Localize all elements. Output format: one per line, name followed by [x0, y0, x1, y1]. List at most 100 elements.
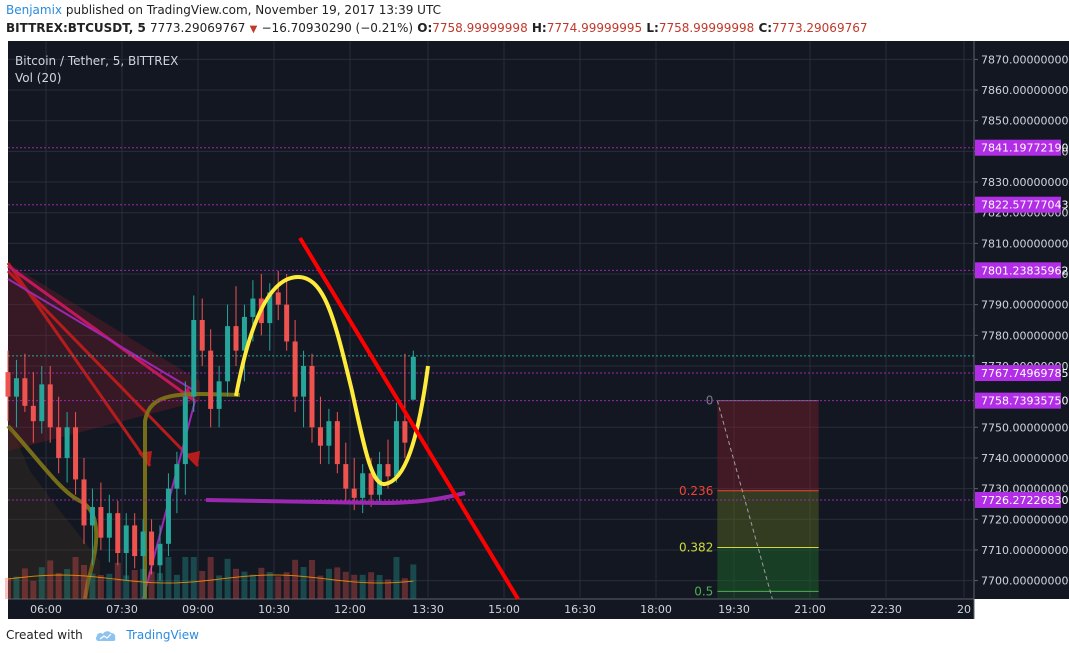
volume-bar [283, 572, 290, 599]
candle-body [132, 525, 138, 557]
volume-bar [165, 557, 172, 599]
close-value: 7773.29069767 [772, 21, 868, 35]
candle-body [182, 396, 188, 465]
candle-body [360, 473, 366, 498]
candle-body [326, 421, 332, 446]
volume-bar [207, 557, 214, 599]
candle-body [385, 464, 391, 477]
volume-bar [64, 569, 71, 599]
candle-body [174, 464, 180, 489]
x-tick-label: 13:30 [412, 603, 444, 616]
volume-bar [376, 575, 383, 599]
candle-body [64, 427, 70, 458]
volume-bar [131, 570, 138, 599]
candle-body [410, 356, 416, 400]
fib-level-label: 0.382 [679, 540, 713, 554]
price-level-value: 7726.27226830 [981, 494, 1068, 507]
plot-background [8, 41, 974, 599]
y-tick-label: 7700.00000000 [981, 575, 1068, 588]
y-tick-label: 7830.00000000 [981, 176, 1068, 189]
footer: Created with TradingView [6, 628, 199, 642]
high-value: 7774.99999995 [546, 21, 643, 35]
candle-body [56, 427, 62, 458]
price-level-value: 7758.73935750 [981, 395, 1068, 408]
x-tick-label: 18:00 [640, 603, 672, 616]
candle-body [39, 384, 45, 422]
candle-body [149, 531, 155, 566]
volume-bar [148, 571, 155, 599]
volume-bar [140, 568, 147, 599]
volume-bar [368, 572, 375, 599]
volume-bar [5, 577, 11, 599]
x-tick-label: 21:00 [794, 603, 826, 616]
candle-body [250, 298, 256, 317]
author-link[interactable]: Benjamix [6, 3, 63, 17]
x-tick-label: 19:30 [718, 603, 750, 616]
price-level-tag [975, 196, 1061, 213]
y-tick-label: 7810.00000000 [981, 237, 1068, 250]
candle-body [241, 316, 247, 351]
candle-body [115, 513, 121, 554]
volume-bar [182, 557, 189, 599]
y-tick-label: 7860.00000000 [981, 84, 1068, 97]
price-level-value: 7822.57777043 [981, 199, 1068, 212]
x-tick-label: 12:00 [334, 603, 366, 616]
time-axis-labels: 06:00 07:30 09:00 10:30 12:00 13:30 15:00 16:30… [30, 603, 971, 616]
x-tick-label: 22:30 [870, 603, 902, 616]
price-level-value: 7767.74969785 [981, 367, 1068, 380]
fib-trend-line [716, 400, 773, 600]
candle-body [334, 421, 340, 465]
time-axis-background[interactable] [8, 599, 974, 619]
fib-zone-0236-0382 [717, 490, 819, 548]
x-tick-label: 06:00 [30, 603, 62, 616]
horizontal-levels[interactable] [8, 147, 974, 501]
y-tick-label: 7750.00000000 [981, 421, 1068, 434]
candle-body [216, 381, 222, 409]
candle-body [343, 464, 349, 489]
candle-body [22, 378, 28, 406]
price-level-tag [975, 392, 1061, 409]
volume-bar [47, 560, 54, 599]
price-level-tag [975, 139, 1061, 156]
candle-body [377, 464, 383, 495]
close-label: C: [758, 21, 773, 35]
candle-body [165, 488, 171, 544]
y-tick-label: 7720.00000000 [981, 513, 1068, 526]
candle-body [309, 365, 315, 428]
price-level-value: 7801.23835962 [981, 264, 1068, 277]
candle-body [402, 421, 408, 443]
volume-bar [21, 568, 28, 599]
volume-bar [123, 575, 130, 599]
volume-bar [216, 575, 223, 599]
volume-bar [106, 573, 113, 599]
candle-body [275, 292, 281, 305]
volume-bar [393, 557, 400, 599]
last-price: 7773.29069767 [149, 21, 246, 35]
fib-zone-0-0236 [717, 400, 819, 491]
pattern-drawings[interactable] [205, 236, 520, 601]
volume-bars [5, 557, 417, 599]
candle-body [368, 473, 374, 495]
volume-bar [351, 574, 358, 599]
y-tick-label: 7870.00000000 [981, 53, 1068, 66]
y-tick-label: 7710.00000000 [981, 544, 1068, 557]
candle-body [73, 427, 79, 480]
y-tick-label: 7790.00000000 [981, 299, 1068, 312]
candle-body [157, 543, 163, 566]
high-label: H: [531, 21, 547, 35]
volume-bar [190, 557, 197, 599]
tradingview-link[interactable]: TradingView [126, 628, 199, 642]
y-tick-label: 7740.00000000 [981, 452, 1068, 465]
volume-bar [275, 576, 282, 599]
fib-level-label: 0.5 [694, 584, 713, 598]
candle-body [89, 507, 95, 526]
volume-bar [258, 567, 265, 599]
candle-body [140, 531, 146, 557]
fib-level-label: 0.236 [679, 484, 713, 498]
price-change: −16.70930290 (−0.21%) [261, 21, 414, 35]
open-value: 7758.99999998 [432, 21, 528, 35]
volume-bar [300, 567, 307, 599]
created-with-text: Created with [6, 628, 83, 642]
volume-bar [401, 578, 408, 599]
